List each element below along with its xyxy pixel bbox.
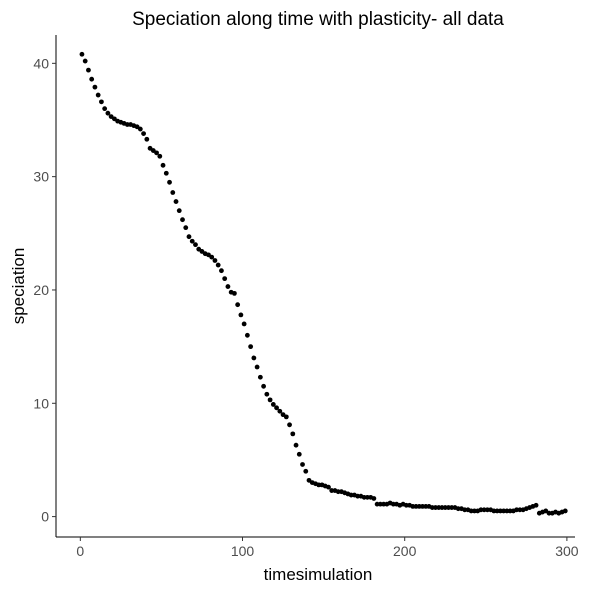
data-point (251, 355, 257, 361)
data-point (160, 162, 166, 168)
data-point (82, 58, 88, 64)
data-point (99, 99, 104, 105)
data-point (173, 199, 179, 204)
x-axis-title: timesimulation (264, 565, 373, 584)
data-point (248, 344, 254, 350)
data-point (79, 51, 85, 57)
data-point (270, 402, 276, 407)
data-point (326, 484, 331, 490)
data-point (222, 276, 228, 282)
data-point (274, 405, 279, 411)
data-point (105, 110, 111, 116)
data-point (95, 92, 101, 98)
data-point (219, 268, 224, 274)
data-point (209, 254, 215, 260)
data-point (267, 397, 273, 403)
data-point (293, 442, 299, 448)
data-point (257, 374, 263, 380)
data-point (238, 312, 244, 318)
data-point (180, 217, 185, 223)
y-tick-label: 20 (33, 282, 49, 298)
x-tick-label: 300 (555, 543, 579, 559)
x-ticks: 0 100 200 300 (76, 537, 579, 559)
data-point (371, 496, 377, 501)
data-point (244, 332, 250, 338)
chart-title: Speciation along time with plasticity- a… (132, 9, 504, 30)
data-point (303, 468, 309, 474)
data-point (300, 462, 305, 467)
data-point (189, 238, 195, 244)
y-tick-label: 30 (33, 169, 49, 185)
data-point (193, 242, 198, 248)
data-point (287, 422, 292, 428)
y-tick-label: 10 (33, 395, 49, 411)
data-point (290, 431, 296, 437)
data-point (170, 190, 176, 195)
data-point (102, 106, 108, 112)
data-point (264, 391, 270, 397)
data-point (89, 76, 95, 82)
data-point (533, 502, 539, 508)
y-ticks: 0 10 20 30 40 (33, 55, 56, 525)
data-point (296, 451, 302, 457)
data-point (92, 84, 98, 90)
data-point (86, 67, 91, 73)
data-point (225, 284, 231, 289)
data-point (215, 262, 221, 268)
data-point (212, 258, 218, 263)
data-point (277, 408, 283, 414)
data-point (186, 234, 192, 240)
data-point (183, 225, 189, 231)
x-tick-label: 100 (231, 543, 255, 559)
data-point (232, 290, 237, 296)
data-point (157, 153, 163, 159)
y-tick-label: 40 (33, 55, 49, 71)
data-point (241, 321, 247, 327)
plot-area (79, 51, 568, 516)
data-point (562, 508, 568, 514)
data-point (261, 383, 266, 389)
data-point (144, 136, 150, 142)
data-point (283, 414, 289, 420)
data-point (176, 208, 182, 214)
data-point (141, 131, 146, 136)
data-point (254, 364, 260, 370)
data-point (137, 126, 143, 132)
y-axis-title: speciation (9, 248, 28, 325)
x-tick-label: 0 (76, 543, 84, 559)
data-point (163, 170, 169, 176)
x-tick-label: 200 (393, 543, 417, 559)
data-point (235, 302, 241, 308)
data-point (154, 150, 159, 156)
data-point (167, 179, 172, 185)
y-tick-label: 0 (41, 509, 49, 525)
